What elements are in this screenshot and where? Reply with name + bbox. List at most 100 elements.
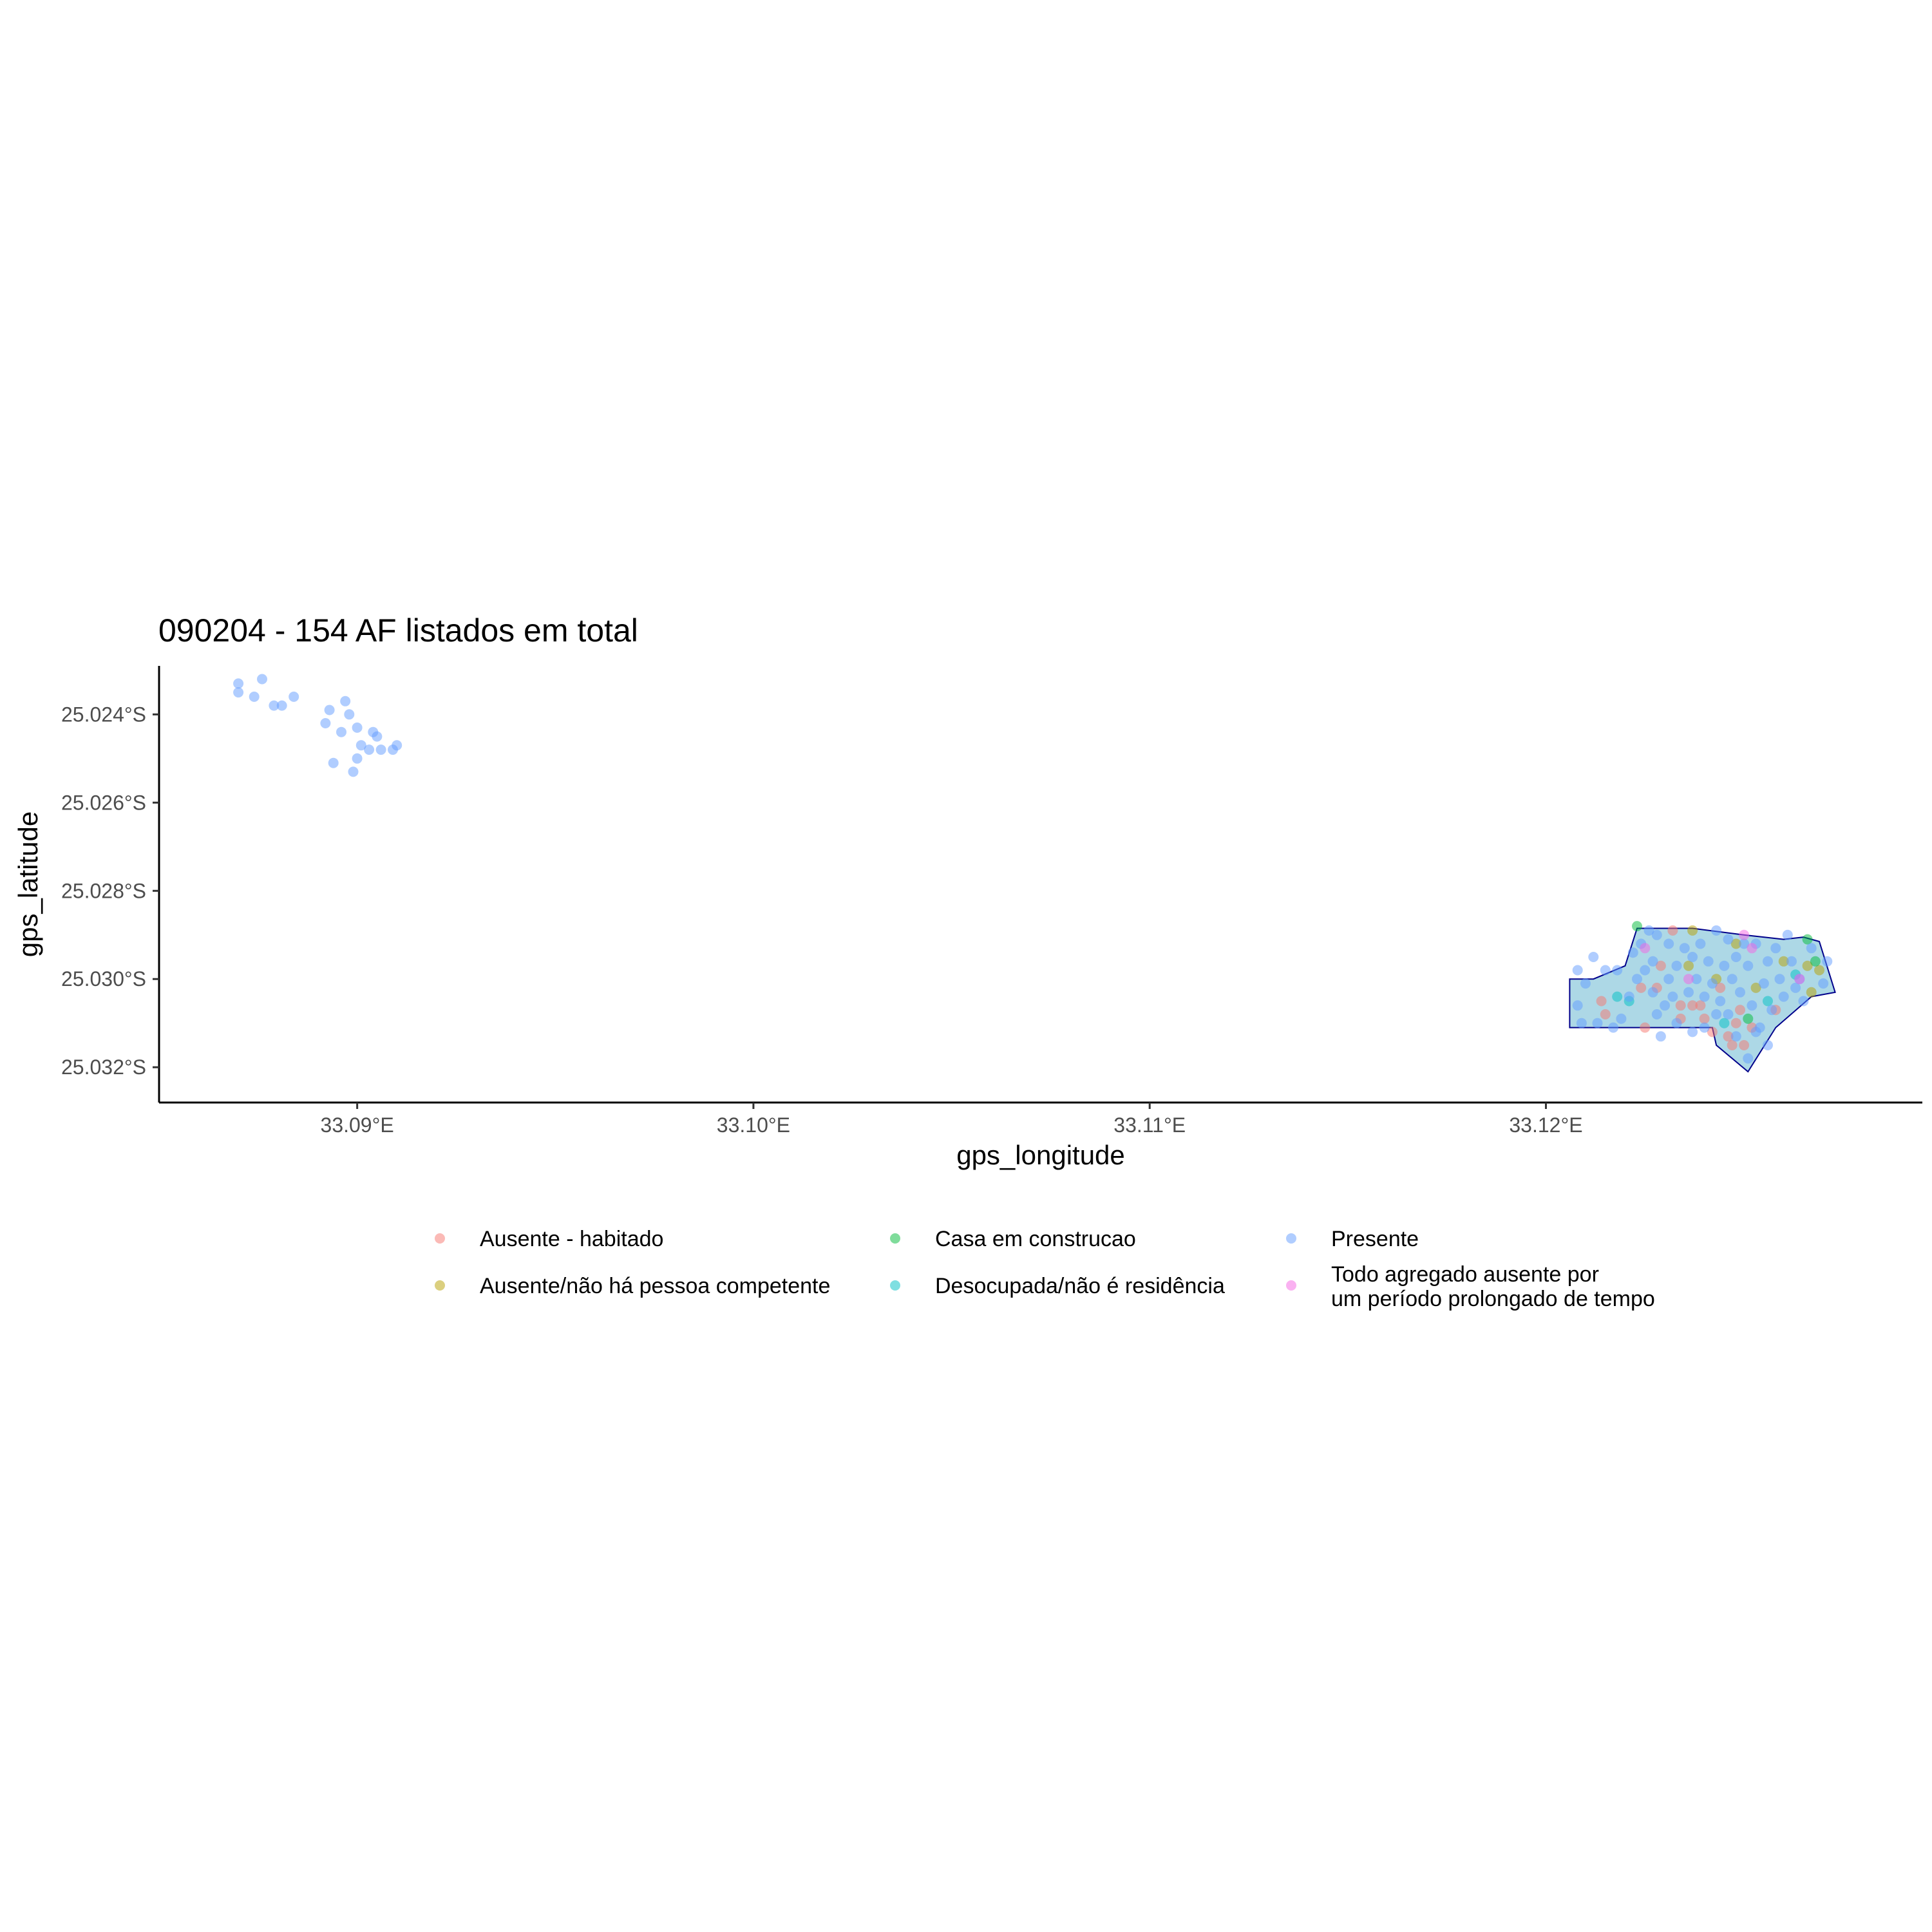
data-point-series-4 (1806, 943, 1817, 954)
y-axis-title: gps_latitude (13, 811, 43, 958)
y-tick-label: 25.026°S (61, 791, 146, 814)
data-point-series-0 (1699, 1013, 1710, 1024)
data-point-series-4 (257, 674, 267, 685)
data-point-series-4 (1723, 1009, 1734, 1019)
data-point-series-4 (1679, 943, 1690, 954)
data-point-series-2 (1810, 956, 1821, 967)
data-point-series-4 (1782, 929, 1793, 940)
data-point-series-4 (1651, 929, 1662, 940)
data-point-series-3 (1612, 991, 1623, 1002)
data-point-series-4 (1703, 956, 1714, 967)
data-point-series-4 (348, 766, 359, 777)
data-point-series-4 (1790, 982, 1801, 993)
data-point-series-4 (1763, 956, 1773, 967)
data-point-series-0 (1687, 1000, 1698, 1011)
data-point-series-1 (1802, 960, 1813, 971)
data-point-series-4 (1695, 938, 1706, 949)
data-point-series-0 (1723, 1031, 1734, 1042)
data-point-series-4 (1711, 925, 1722, 936)
data-point-series-1 (1687, 925, 1698, 936)
data-point-series-0 (1695, 1000, 1706, 1011)
data-point-series-4 (1647, 987, 1658, 998)
data-point-series-0 (1675, 1000, 1686, 1011)
legend: Ausente - habitado Ausente/não há pessoa … (435, 1227, 1655, 1311)
data-point-series-4 (1822, 956, 1833, 967)
data-point-series-4 (328, 757, 339, 768)
data-point-series-4 (1687, 1027, 1698, 1037)
data-point-series-0 (1600, 1009, 1611, 1019)
data-point-series-2 (1743, 1013, 1754, 1024)
x-tick-label: 33.09°E (321, 1113, 394, 1137)
data-point-series-4 (1758, 978, 1769, 989)
data-point-series-4 (1711, 1009, 1722, 1019)
data-point-series-4 (1818, 978, 1829, 989)
data-point-series-4 (340, 696, 351, 706)
data-point-series-0 (1640, 1022, 1651, 1033)
data-point-series-4 (1651, 1009, 1662, 1019)
data-point-series-4 (1691, 974, 1702, 985)
data-point-series-4 (1763, 1040, 1773, 1050)
data-point-series-4 (1778, 991, 1789, 1002)
chart-title: 090204 - 154 AF listados em total (158, 612, 638, 649)
data-point-series-4 (1786, 956, 1797, 967)
data-point-series-4 (1647, 956, 1658, 967)
data-point-series-4 (1624, 991, 1634, 1002)
data-point-series-0 (1707, 1027, 1718, 1037)
data-point-series-4 (1667, 991, 1678, 1002)
data-point-series-4 (1750, 1027, 1761, 1037)
data-point-series-5 (1794, 974, 1805, 985)
legend-key-0 (435, 1233, 445, 1244)
data-point-series-0 (1739, 1040, 1750, 1050)
legend-label-5: Todo agregado ausente por um período prol… (1331, 1262, 1655, 1311)
legend-label-3: Desocupada/não é residência (935, 1274, 1225, 1298)
data-point-series-1 (1683, 960, 1694, 971)
data-point-series-4 (364, 744, 375, 755)
data-point-series-0 (1667, 925, 1678, 936)
data-point-series-4 (289, 691, 299, 702)
data-point-series-4 (1707, 978, 1718, 989)
data-point-series-4 (355, 740, 366, 751)
data-point-series-4 (1660, 1000, 1671, 1011)
data-point-series-0 (1655, 960, 1666, 971)
y-axis-ticks: 25.024°S 25.026°S 25.028°S 25.030°S 25.032°S (61, 703, 159, 1079)
legend-key-4 (1286, 1233, 1296, 1244)
data-point-series-4 (1739, 938, 1750, 949)
data-point-series-4 (249, 691, 260, 702)
data-point-series-4 (344, 709, 355, 720)
data-point-series-2 (1802, 934, 1813, 945)
y-tick-label: 25.030°S (61, 967, 146, 990)
data-point-series-4 (375, 744, 386, 755)
data-point-series-1 (1806, 987, 1817, 998)
data-point-series-4 (1572, 965, 1583, 976)
legend-label-0: Ausente - habitado (480, 1227, 663, 1251)
x-axis-title: gps_longitude (956, 1140, 1125, 1170)
data-point-series-4 (1723, 934, 1734, 945)
data-point-series-4 (1608, 1022, 1619, 1033)
data-point-series-0 (1596, 996, 1607, 1007)
data-point-series-0 (1636, 982, 1647, 993)
data-point-series-4 (1671, 1018, 1682, 1028)
data-point-series-4 (269, 700, 279, 711)
data-point-series-4 (1627, 947, 1638, 958)
data-point-series-4 (1643, 925, 1654, 936)
data-point-series-4 (1655, 1031, 1666, 1042)
x-axis-ticks: 33.09°E 33.10°E 33.11°E 33.12°E (321, 1103, 1583, 1137)
data-point-series-4 (1576, 1018, 1587, 1028)
data-point-series-4 (1616, 1013, 1627, 1024)
data-point-series-4 (1572, 1000, 1583, 1011)
data-point-series-4 (1770, 943, 1781, 954)
data-point-series-4 (1798, 996, 1809, 1007)
points-layer (233, 674, 1833, 1064)
x-tick-label: 33.10°E (717, 1113, 790, 1137)
data-point-series-4 (233, 687, 244, 698)
data-point-series-4 (1699, 991, 1710, 1002)
legend-label-1: Ausente/não há pessoa competente (480, 1274, 830, 1298)
data-point-series-4 (1640, 965, 1651, 976)
data-point-series-5 (1747, 943, 1757, 954)
data-point-series-4 (1580, 978, 1591, 989)
data-point-series-5 (1640, 943, 1651, 954)
data-point-series-4 (1774, 974, 1785, 985)
legend-label-2: Casa em construcao (935, 1227, 1136, 1251)
data-point-series-4 (352, 753, 363, 764)
